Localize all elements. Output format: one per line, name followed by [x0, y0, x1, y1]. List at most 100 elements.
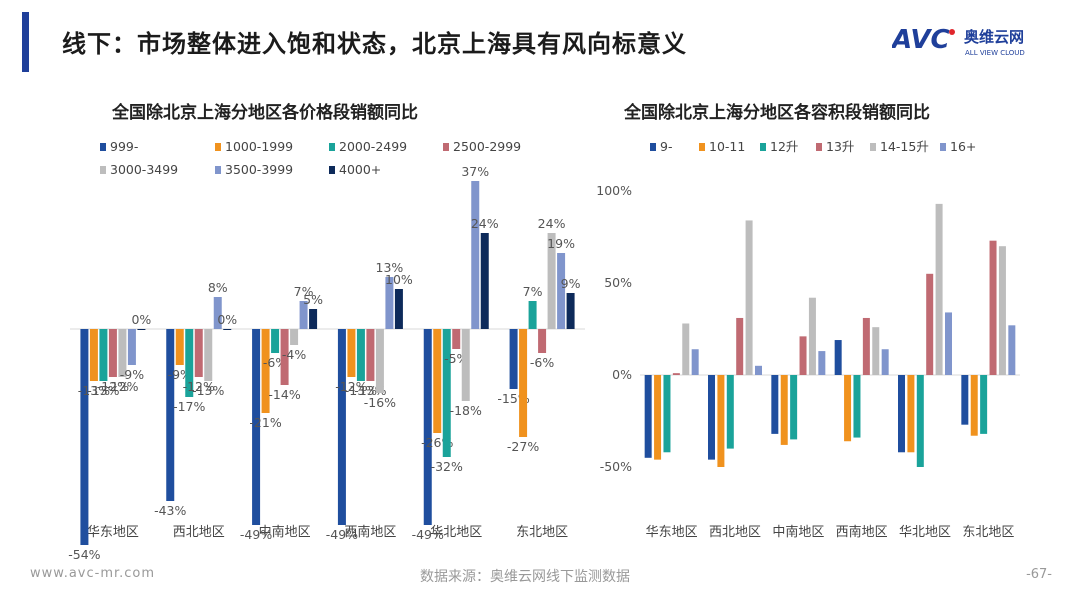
bar: [442, 329, 451, 457]
data-label: 13%: [376, 260, 404, 275]
bar: [916, 375, 924, 467]
bar: [1008, 325, 1016, 375]
legend-swatch: [329, 166, 335, 174]
data-label: -13%: [78, 383, 110, 398]
data-label: 24%: [538, 216, 566, 231]
logo-dot-icon: [949, 29, 955, 35]
bar: [663, 375, 671, 453]
legend-swatch: [100, 143, 106, 151]
data-label: -16%: [364, 395, 396, 410]
bar: [862, 317, 870, 375]
bar: [519, 329, 528, 437]
bar: [771, 375, 779, 434]
bar: [717, 375, 725, 467]
bar: [80, 329, 89, 545]
bar: [127, 329, 136, 365]
data-label: 7%: [294, 284, 314, 299]
legend-item: 12升: [760, 139, 798, 154]
legend-item: 999-: [100, 139, 138, 154]
bar: [480, 233, 489, 329]
bar: [452, 329, 461, 349]
bar: [290, 329, 299, 345]
bar: [654, 375, 662, 460]
data-label: -9%: [120, 367, 144, 382]
legend-label: 2000-2499: [339, 139, 407, 154]
bar: [528, 301, 537, 329]
bar: [166, 329, 175, 501]
bar: [745, 220, 753, 375]
bar: [898, 375, 905, 453]
data-label: 37%: [461, 164, 489, 179]
legend-swatch: [100, 166, 106, 174]
data-label: -12%: [106, 379, 138, 394]
bar: [907, 375, 915, 453]
category-label: 东北地区: [962, 525, 1014, 540]
bar: [726, 375, 734, 449]
bar: [780, 375, 788, 445]
bar: [509, 329, 518, 389]
bar: [194, 329, 203, 377]
legend-item: 4000+: [329, 162, 381, 177]
legend-label: 16+: [950, 139, 976, 154]
chart-2-title: 全国除北京上海分地区各容积段销额同比: [624, 103, 930, 123]
bar: [808, 297, 816, 375]
data-label: -49%: [240, 527, 272, 542]
legend-item: 16+: [940, 139, 976, 154]
bar: [175, 329, 184, 365]
bar: [799, 336, 807, 375]
data-label: -17%: [173, 399, 205, 414]
category-label: 西北地区: [709, 525, 761, 540]
legend-label: 10-11: [709, 139, 745, 154]
bar: [204, 329, 213, 381]
legend-label: 12升: [770, 139, 798, 154]
bar: [299, 301, 308, 329]
legend-label: 3000-3499: [110, 162, 178, 177]
bar: [347, 329, 356, 377]
bar: [271, 329, 280, 353]
category-label: 中南地区: [772, 524, 824, 540]
bar: [755, 365, 762, 375]
logo-cn: 奥维云网: [964, 28, 1024, 46]
category-label: 华东地区: [87, 525, 139, 540]
bar: [736, 317, 744, 375]
legend-label: 3500-3999: [225, 162, 293, 177]
data-label: 24%: [471, 216, 499, 231]
bar: [89, 329, 98, 381]
legend-label: 1000-1999: [225, 139, 293, 154]
bar: [423, 329, 432, 525]
bar: [538, 329, 547, 353]
bar: [790, 375, 798, 440]
chart-1: 999- 1000-1999 2000-2499 2500-2999 3000-3499…: [68, 139, 585, 562]
logo-text: AVC: [892, 25, 950, 55]
footer-source: 数据来源：奥维云网线下监测数据: [420, 569, 630, 585]
legend-item: 9-: [650, 139, 672, 154]
legend-item: 3000-3499: [100, 162, 178, 177]
bar: [366, 329, 375, 381]
legend-item: 13升: [816, 139, 854, 154]
y-tick-label: 50%: [604, 275, 632, 290]
data-label: -32%: [431, 459, 463, 474]
data-label: -49%: [412, 527, 444, 542]
bar: [471, 181, 480, 329]
bar: [691, 349, 699, 375]
legend-label: 14-15升: [880, 139, 929, 154]
bar: [337, 329, 346, 525]
category-label: 中南地区: [259, 524, 311, 540]
data-label: -4%: [282, 347, 306, 362]
bar: [853, 375, 861, 438]
legend-label: 999-: [110, 139, 138, 154]
bar: [118, 329, 127, 377]
bar: [108, 329, 117, 377]
legend-swatch: [699, 143, 705, 151]
data-label: -12%: [97, 379, 129, 394]
bar: [433, 329, 442, 433]
bar: [137, 329, 146, 330]
legend-swatch: [329, 143, 335, 151]
bar: [99, 329, 108, 381]
bar: [872, 327, 880, 375]
y-tick-label: 100%: [596, 183, 632, 198]
data-label: 19%: [547, 236, 575, 251]
legend-swatch: [940, 143, 946, 151]
bar: [185, 329, 194, 397]
bar: [261, 329, 270, 413]
